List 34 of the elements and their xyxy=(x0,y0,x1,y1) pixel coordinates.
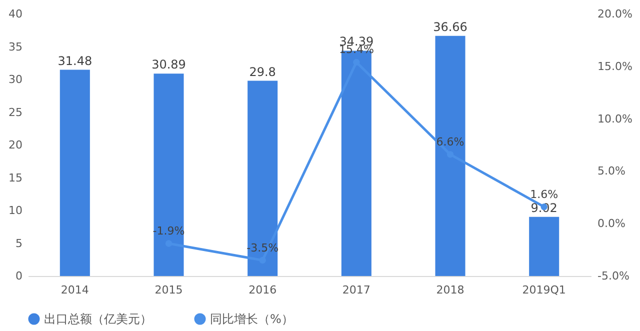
y-tick-label: 10 xyxy=(8,204,22,217)
x-tick-label: 2016 xyxy=(248,284,277,296)
bar xyxy=(529,216,560,276)
y-tick-label: 15 xyxy=(8,171,22,184)
bar xyxy=(154,74,184,276)
y-tick-label: 25 xyxy=(8,106,22,119)
data-label: 30.89 xyxy=(152,58,186,72)
y2-tick-label: 15.0% xyxy=(598,60,632,73)
x-tick-label: 2017 xyxy=(342,284,370,296)
data-label: 36.66 xyxy=(433,20,468,34)
y2-tick-label: 20.0% xyxy=(598,8,632,20)
x-tick-label: 2019Q1 xyxy=(522,284,566,296)
y-tick-label: 20 xyxy=(8,138,22,152)
data-label: 29.8 xyxy=(249,64,276,79)
y2-tick-label: 5.0% xyxy=(598,164,626,178)
y-tick-label: 30 xyxy=(8,73,22,86)
x-tick-label: 2015 xyxy=(154,284,183,296)
y2-tick-label: 10.0% xyxy=(598,112,632,126)
x-tick-label: 2018 xyxy=(436,284,464,296)
y2-tick-label: -5.0% xyxy=(598,270,630,282)
data-label: 1.6% xyxy=(530,188,558,201)
y2-tick-label: 0.0% xyxy=(598,217,626,230)
data-label: 31.48 xyxy=(58,54,92,68)
y-tick-label: 35 xyxy=(8,40,22,54)
y-tick-label: 40 xyxy=(8,8,22,20)
legend-label: 出口总额（亿美元） xyxy=(44,312,152,326)
y-tick-label: 0 xyxy=(16,270,22,282)
data-label: 6.6% xyxy=(436,135,464,148)
y-tick-label: 5 xyxy=(16,236,22,250)
x-tick-label: 2014 xyxy=(60,284,89,296)
bar xyxy=(248,80,278,276)
bar xyxy=(60,70,90,276)
bar xyxy=(435,36,466,276)
legend-label: 同比增长（%） xyxy=(210,312,294,326)
